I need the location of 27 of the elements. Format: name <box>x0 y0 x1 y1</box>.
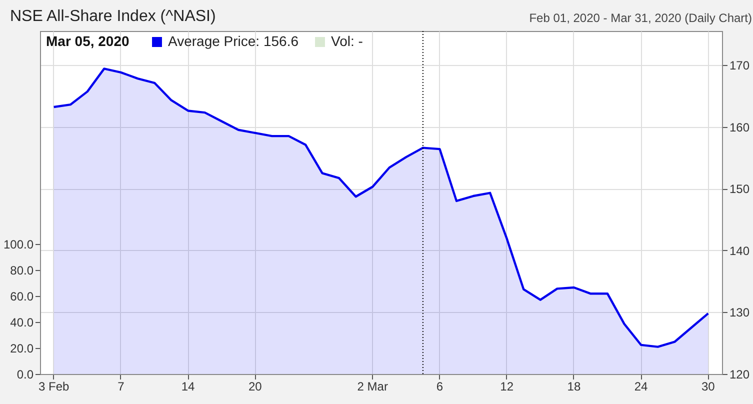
y-tick-label: 0.0 <box>16 368 34 382</box>
y-tick-label: 80.0 <box>10 264 34 278</box>
y2-tick-label: 150 <box>730 182 750 196</box>
y2-tick-label: 130 <box>730 306 750 320</box>
x-tick-label: 14 <box>181 380 196 394</box>
x-tick-label: 20 <box>248 380 262 394</box>
y2-tick-label: 120 <box>730 368 750 382</box>
x-tick-label: 24 <box>634 380 648 394</box>
x-tick-label: 12 <box>500 380 514 394</box>
y2-tick-label: 160 <box>730 120 750 134</box>
x-tick-label: 30 <box>701 380 716 394</box>
x-tick-label: 2 Mar <box>357 380 388 394</box>
y2-tick-label: 140 <box>730 244 750 258</box>
legend-label: Vol: - <box>331 33 364 49</box>
x-tick-label: 18 <box>567 380 581 394</box>
y-tick-label: 60.0 <box>10 290 34 304</box>
chart-subtitle: Feb 01, 2020 - Mar 31, 2020 (Daily Chart) <box>529 11 752 25</box>
y-tick-label: 100.0 <box>3 238 34 252</box>
chart-title: NSE All-Share Index (^NASI) <box>10 8 216 25</box>
annotation: Mar 05, 2020 <box>46 33 130 49</box>
y-tick-label: 20.0 <box>10 342 34 356</box>
y-tick-label: 40.0 <box>10 316 34 330</box>
x-tick-label: 3 Feb <box>38 380 70 394</box>
x-tick-label: 7 <box>118 380 125 394</box>
y2-tick-label: 170 <box>730 58 750 72</box>
x-tick-label: 6 <box>436 380 444 394</box>
legend-label: Average Price: 156.6 <box>168 33 299 49</box>
